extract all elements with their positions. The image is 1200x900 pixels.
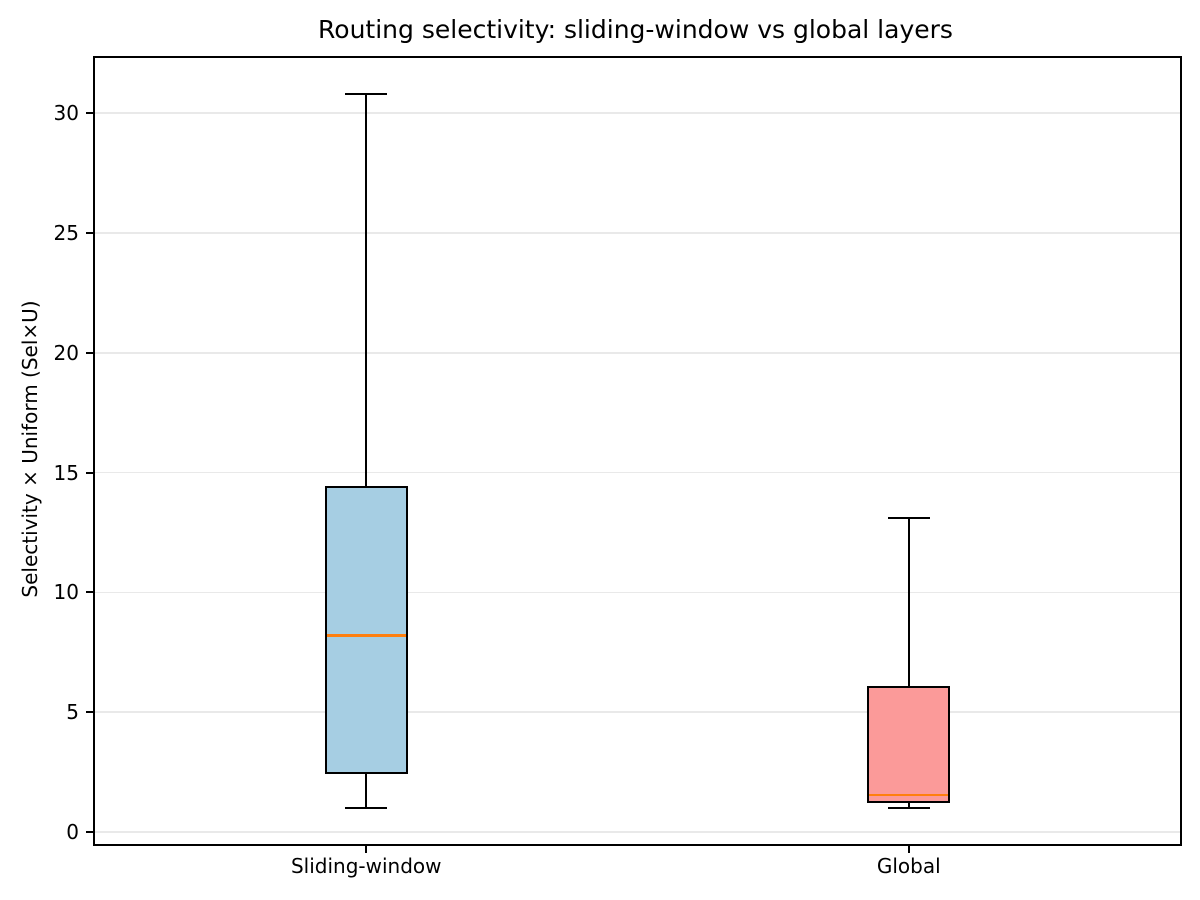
- y-axis-label: Selectivity × Uniform (Sel×U): [18, 300, 42, 598]
- whisker-line: [907, 518, 910, 809]
- y-tick-label: 10: [53, 580, 79, 605]
- gridline: [95, 232, 1180, 234]
- x-tick-mark: [907, 846, 910, 853]
- y-tick-label: 5: [66, 700, 79, 725]
- whisker-cap-high: [345, 92, 388, 95]
- whisker-cap-high: [887, 517, 930, 520]
- y-tick-mark: [86, 591, 93, 594]
- y-tick-label: 25: [53, 220, 79, 245]
- box-sliding-window: [324, 485, 408, 775]
- y-tick-mark: [86, 351, 93, 354]
- chart-title: Routing selectivity: sliding-window vs g…: [318, 15, 953, 44]
- y-tick-mark: [86, 112, 93, 115]
- plot-area: 0 5 10 15 20 25 30 Sliding-window Global: [54, 56, 1182, 878]
- y-tick-label: 20: [53, 340, 79, 365]
- whisker-cap-low: [345, 807, 388, 810]
- gridline: [95, 831, 1180, 833]
- x-tick-label: Sliding-window: [290, 854, 442, 878]
- y-tick-label: 0: [66, 820, 79, 845]
- whisker-cap-low: [887, 807, 930, 810]
- y-tick-mark: [86, 711, 93, 714]
- y-tick-label: 30: [53, 101, 79, 126]
- y-tick-mark: [86, 231, 93, 234]
- y-tick-mark: [86, 471, 93, 474]
- gridline: [95, 352, 1180, 354]
- gridline: [95, 711, 1180, 713]
- gridline: [95, 591, 1180, 594]
- median-line: [869, 793, 949, 797]
- median-line: [326, 634, 406, 637]
- y-tick-mark: [86, 831, 93, 834]
- x-tick-label: Global: [876, 854, 941, 878]
- x-tick-mark: [365, 846, 368, 853]
- gridline: [95, 112, 1180, 114]
- gridline: [95, 471, 1180, 474]
- y-tick-label: 15: [53, 460, 79, 485]
- box-global: [867, 685, 951, 804]
- whisker-line: [365, 93, 368, 809]
